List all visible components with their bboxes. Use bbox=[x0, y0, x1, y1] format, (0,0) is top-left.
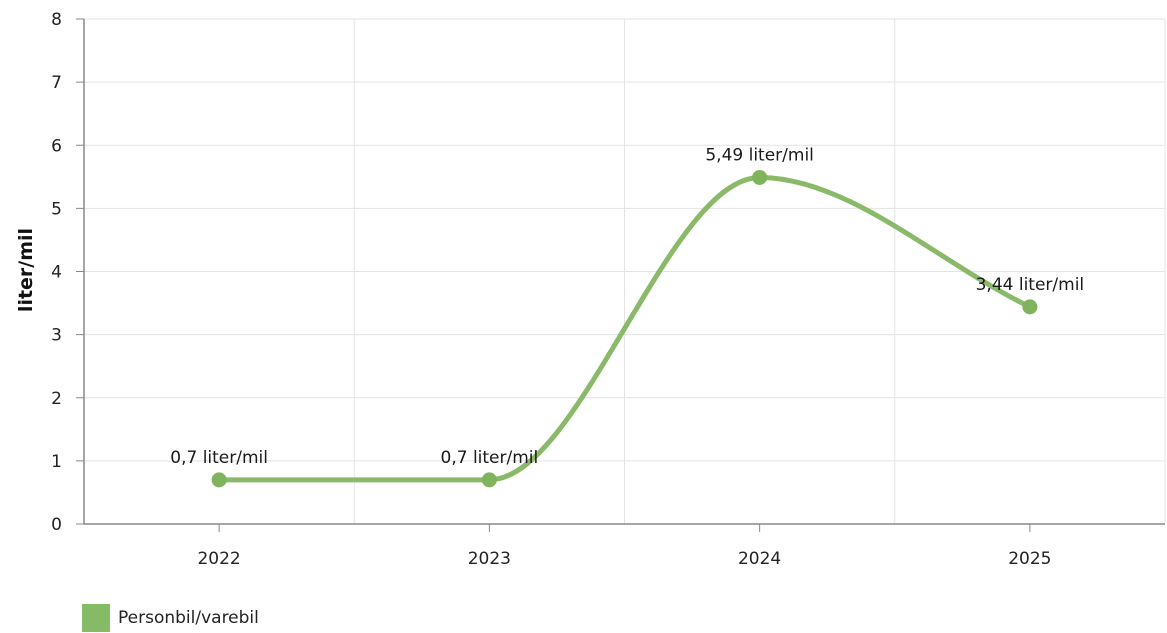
data-labels: 0,7 liter/mil 0,7 liter/mil 5,49 liter/mil… bbox=[170, 145, 1084, 467]
line-chart: 0 1 2 3 4 5 6 7 8 2022 2023 2024 2025 0,7 liter/mil… bbox=[15, 10, 1166, 569]
x-tick-label: 2024 bbox=[738, 549, 781, 569]
legend-swatch bbox=[82, 604, 110, 632]
data-label: 5,49 liter/mil bbox=[705, 145, 814, 165]
legend-label: Personbil/varebil bbox=[118, 608, 259, 628]
data-label: 3,44 liter/mil bbox=[976, 275, 1085, 295]
y-axis-title: liter/mil bbox=[15, 228, 37, 312]
y-tick-labels: 0 1 2 3 4 5 6 7 8 bbox=[51, 10, 62, 535]
y-tick-label: 5 bbox=[51, 199, 62, 219]
grid-lines bbox=[84, 18, 1166, 524]
data-points bbox=[211, 169, 1038, 488]
data-point bbox=[1022, 299, 1038, 315]
y-tick-label: 8 bbox=[51, 10, 62, 30]
axes bbox=[76, 18, 1165, 532]
y-tick-label: 1 bbox=[51, 452, 62, 472]
x-tick-label: 2025 bbox=[1008, 549, 1051, 569]
y-tick-label: 0 bbox=[51, 515, 62, 535]
legend[interactable]: Personbil/varebil bbox=[82, 604, 259, 632]
x-tick-label: 2023 bbox=[468, 549, 511, 569]
y-tick-label: 3 bbox=[51, 326, 62, 346]
data-label: 0,7 liter/mil bbox=[441, 448, 539, 468]
series-lines bbox=[216, 174, 1033, 483]
data-point bbox=[481, 472, 497, 488]
x-tick-labels: 2022 2023 2024 2025 bbox=[197, 549, 1051, 569]
x-tick-label: 2022 bbox=[197, 549, 240, 569]
y-tick-label: 7 bbox=[51, 73, 62, 93]
y-tick-label: 4 bbox=[51, 263, 62, 283]
series-line bbox=[216, 174, 1033, 483]
data-label: 0,7 liter/mil bbox=[170, 448, 268, 468]
y-tick-label: 6 bbox=[51, 136, 62, 156]
data-point bbox=[752, 169, 768, 185]
data-point bbox=[211, 472, 227, 488]
y-tick-label: 2 bbox=[51, 389, 62, 409]
